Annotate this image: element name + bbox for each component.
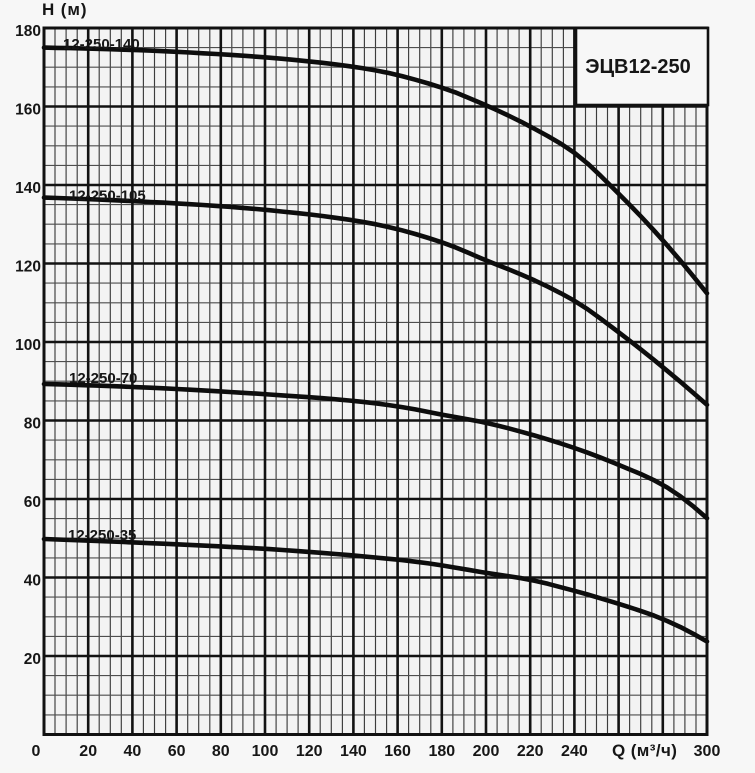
svg-text:100: 100 [252,743,279,760]
svg-text:220: 220 [517,743,544,760]
svg-text:40: 40 [124,743,142,760]
svg-text:0: 0 [32,743,41,760]
svg-text:180: 180 [428,743,455,760]
svg-text:120: 120 [296,743,323,760]
svg-text:12-250-35: 12-250-35 [68,527,136,544]
svg-text:80: 80 [24,416,41,433]
svg-text:H (м): H (м) [42,0,87,19]
svg-text:240: 240 [561,743,588,760]
svg-text:200: 200 [473,743,500,760]
svg-text:60: 60 [24,494,41,511]
svg-text:180: 180 [15,23,41,40]
svg-text:12-250-105: 12-250-105 [69,188,146,205]
svg-text:20: 20 [24,651,41,668]
svg-text:160: 160 [384,743,411,760]
svg-text:120: 120 [15,259,41,276]
svg-text:140: 140 [15,180,41,197]
svg-text:Q (м³/ч): Q (м³/ч) [612,741,677,760]
svg-text:12-250-140: 12-250-140 [63,36,140,53]
svg-text:300: 300 [694,743,721,760]
svg-text:12-250-70: 12-250-70 [69,370,137,387]
svg-text:20: 20 [79,743,97,760]
svg-text:100: 100 [15,337,41,354]
svg-text:ЭЦВ12-250: ЭЦВ12-250 [585,56,691,78]
svg-text:60: 60 [168,743,186,760]
svg-text:40: 40 [24,573,41,590]
svg-text:140: 140 [340,743,367,760]
svg-text:160: 160 [15,102,41,119]
svg-text:80: 80 [212,743,230,760]
